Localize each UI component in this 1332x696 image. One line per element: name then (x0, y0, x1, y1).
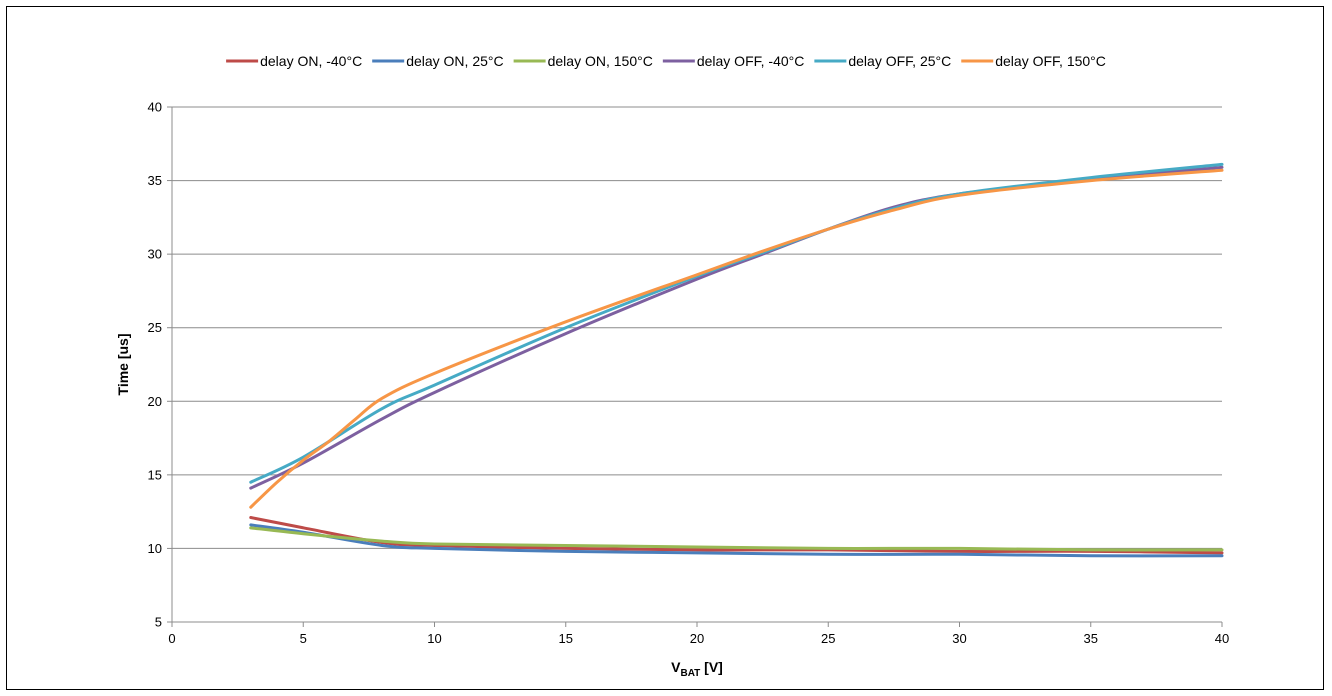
y-tick-label: 30 (148, 247, 162, 262)
x-axis-title: VBAT [V] (671, 659, 723, 679)
series-line-5 (249, 162, 1224, 484)
y-tick-label: 20 (148, 394, 162, 409)
x-axis-title-subscript: BAT (680, 668, 700, 679)
x-axis-title-main: V (671, 659, 681, 675)
series-line-6 (249, 168, 1224, 509)
chart-frame: 5 10 15 20 25 30 35 40 0 5 10 15 20 25 30 35 40 Time [us]… (6, 6, 1324, 690)
y-tick-label: 40 (148, 100, 162, 115)
x-tick-label: 5 (300, 631, 307, 646)
legend-label: delay ON, 25°C (406, 53, 503, 69)
y-tick-label: 35 (148, 173, 162, 188)
x-tick-label: 30 (952, 631, 966, 646)
series-line-3 (249, 526, 1224, 552)
x-axis-title-unit: [V] (700, 659, 723, 675)
y-axis-title: Time [us] (115, 334, 131, 396)
legend-label: delay ON, -40°C (260, 53, 362, 69)
y-tick-label: 25 (148, 320, 162, 335)
y-tick-label: 5 (155, 615, 162, 630)
x-tick-label: 35 (1084, 631, 1098, 646)
legend-label: delay ON, 150°C (548, 53, 653, 69)
x-tick-label: 15 (559, 631, 573, 646)
x-tick-label: 0 (168, 631, 175, 646)
y-tick-label: 10 (148, 541, 162, 556)
y-tick-label: 15 (148, 467, 162, 482)
legend-label: delay OFF, 150°C (995, 53, 1106, 69)
series-line-2 (249, 523, 1224, 558)
x-tick-label: 10 (427, 631, 441, 646)
x-tick-label: 20 (690, 631, 704, 646)
x-tick-label: 25 (821, 631, 835, 646)
legend-label: delay OFF, 25°C (848, 53, 951, 69)
legend-label: delay OFF, -40°C (697, 53, 805, 69)
x-tick-label: 40 (1215, 631, 1229, 646)
